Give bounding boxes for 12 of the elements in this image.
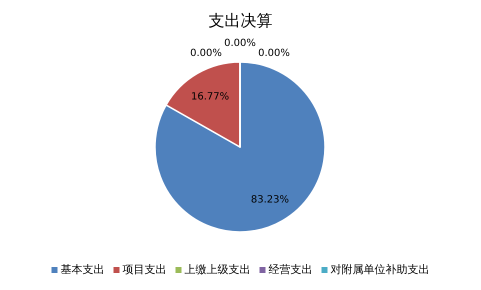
text: 0.00% (224, 38, 256, 49)
legend-label: 对附属单位补助支出 (330, 263, 430, 276)
data-label: 83.23% (250, 194, 289, 206)
legend-label: 上缴上级支出 (184, 263, 250, 276)
legend-label: 项目支出 (122, 263, 166, 276)
legend-label: 基本支出 (60, 263, 104, 276)
text: 0.00% (258, 48, 290, 59)
legend-label: 经营支出 (268, 263, 312, 276)
pie-slice (154, 61, 326, 233)
data-label: 16.77% (191, 92, 230, 103)
chart-title: 支出决算 (208, 11, 272, 30)
text: 0.00% (190, 48, 222, 59)
